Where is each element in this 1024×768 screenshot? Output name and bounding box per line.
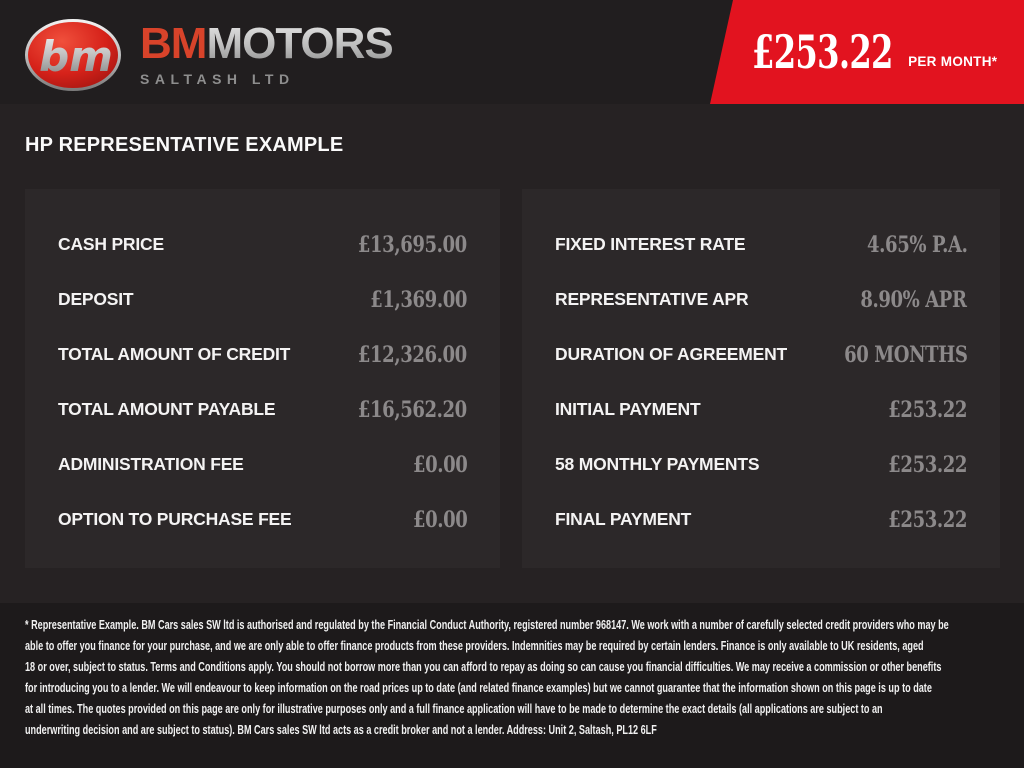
disclaimer-line: at all times. The quotes provided on thi… [25, 701, 883, 716]
finance-row-value: £253.22 [888, 396, 967, 423]
bm-motors-logo: bm BMMOTORS SALTASH LTD [25, 19, 394, 91]
finance-row-label: FINAL PAYMENT [555, 509, 692, 529]
finance-row-label: DURATION OF AGREEMENT [555, 344, 788, 364]
price-banner: £253.22 PER MONTH* [710, 0, 1024, 104]
disclaimer-line: able to offer you finance for your purch… [25, 638, 924, 653]
logo-oval-icon: bm [25, 19, 121, 91]
finance-panel-left: CASH PRICE £13,695.00 DEPOSIT £1,369.00 … [25, 189, 500, 568]
price-period-label: PER MONTH* [908, 53, 998, 69]
finance-panel-right: FIXED INTEREST RATE 4.65% P.A. REPRESENT… [522, 189, 1000, 568]
finance-row-label: 58 MONTHLY PAYMENTS [555, 454, 760, 474]
finance-row: TOTAL AMOUNT OF CREDIT £12,326.00 [58, 327, 467, 382]
finance-row: REPRESENTATIVE APR 8.90% APR [555, 272, 967, 327]
finance-row: ADMINISTRATION FEE £0.00 [58, 437, 467, 492]
finance-row-value: 60 MONTHS [843, 341, 968, 368]
finance-row: TOTAL AMOUNT PAYABLE £16,562.20 [58, 382, 467, 437]
finance-row: OPTION TO PURCHASE FEE £0.00 [58, 492, 467, 547]
finance-row: INITIAL PAYMENT £253.22 [555, 382, 967, 437]
finance-row: 58 MONTHLY PAYMENTS £253.22 [555, 437, 967, 492]
finance-row-label: ADMINISTRATION FEE [58, 454, 244, 474]
finance-row-label: TOTAL AMOUNT OF CREDIT [58, 344, 291, 364]
finance-row-label: FIXED INTEREST RATE [555, 234, 746, 254]
finance-row: DEPOSIT £1,369.00 [58, 272, 467, 327]
finance-row-label: TOTAL AMOUNT PAYABLE [58, 399, 276, 419]
finance-row-value: 8.90% APR [860, 286, 968, 313]
finance-row-value: 4.65% P.A. [866, 231, 968, 258]
logo-mark-text: bm [39, 32, 113, 81]
header-bar: bm BMMOTORS SALTASH LTD £253.22 PER MONT… [0, 0, 1024, 104]
disclaimer-line: * Representative Example. BM Cars sales … [25, 617, 949, 632]
disclaimer-section: * Representative Example. BM Cars sales … [0, 603, 1024, 768]
finance-row-label: REPRESENTATIVE APR [555, 289, 749, 309]
finance-row-label: OPTION TO PURCHASE FEE [58, 509, 292, 529]
finance-row-value: £12,326.00 [358, 341, 467, 368]
finance-row: FINAL PAYMENT £253.22 [555, 492, 967, 547]
finance-row-label: DEPOSIT [58, 289, 134, 309]
finance-row-value: £253.22 [888, 506, 967, 533]
finance-row: DURATION OF AGREEMENT 60 MONTHS [555, 327, 967, 382]
finance-row-value: £0.00 [412, 506, 468, 533]
finance-row-value: £253.22 [888, 451, 967, 478]
finance-row-value: £13,695.00 [358, 231, 467, 258]
finance-row-value: £0.00 [412, 451, 468, 478]
finance-row: FIXED INTEREST RATE 4.65% P.A. [555, 217, 967, 272]
finance-row-label: CASH PRICE [58, 234, 164, 254]
brand-motors-text: MOTORS [206, 19, 393, 68]
finance-row-label: INITIAL PAYMENT [555, 399, 701, 419]
disclaimer-line: 18 or over, subject to status. Terms and… [25, 659, 942, 674]
finance-row-value: £16,562.20 [358, 396, 467, 423]
disclaimer-line: underwriting decision and are subject to… [25, 722, 657, 737]
brand-subtitle: SALTASH LTD [140, 71, 295, 87]
brand-bm-text: BM [140, 19, 207, 68]
brand-name: BMMOTORS SALTASH LTD [140, 19, 394, 88]
brand-title: BMMOTORS [140, 19, 394, 68]
page-title: HP REPRESENTATIVE EXAMPLE [25, 134, 344, 156]
disclaimer-line: for introducing you to a lender. We will… [25, 680, 932, 695]
finance-row: CASH PRICE £13,695.00 [58, 217, 467, 272]
price-amount: £253.22 [752, 24, 893, 79]
finance-row-value: £1,369.00 [370, 286, 467, 313]
